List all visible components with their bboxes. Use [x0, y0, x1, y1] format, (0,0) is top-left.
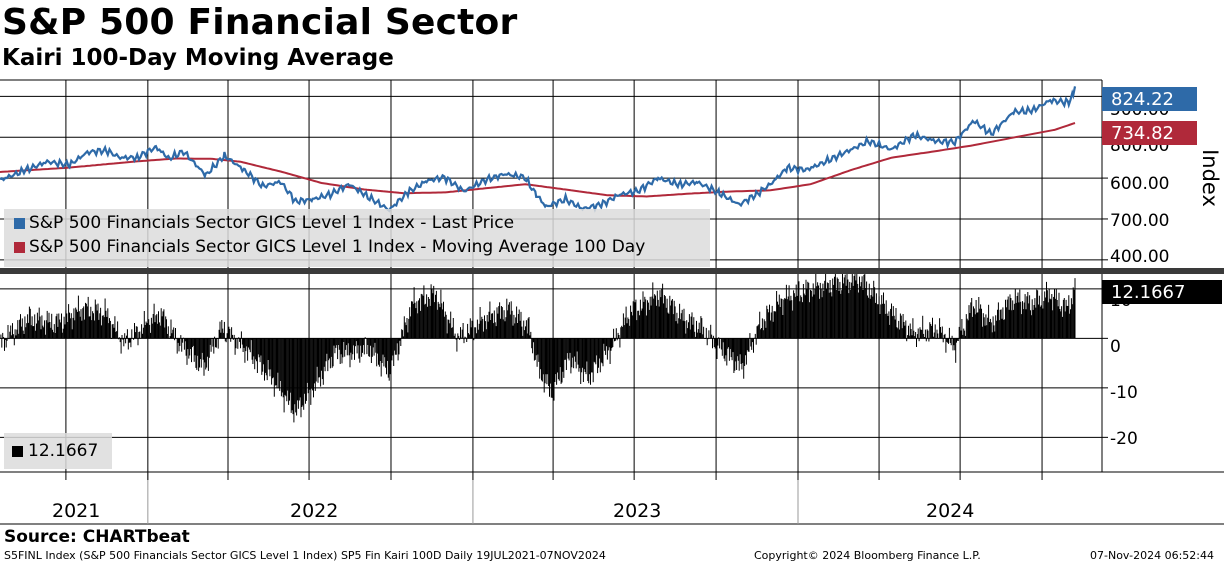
price-tick-label: 700.00 — [1110, 211, 1170, 231]
kairi-tick-label: -10 — [1110, 383, 1138, 403]
kairi-tick-label: -20 — [1110, 429, 1138, 449]
page-title: S&P 500 Financial Sector — [2, 2, 518, 43]
legend-swatch-kairi — [12, 445, 23, 457]
year-label: 2021 — [52, 500, 101, 522]
price-line-layer — [0, 86, 1077, 213]
year-label: 2022 — [290, 500, 339, 522]
legend-item-price: S&P 500 Financials Sector GICS Level 1 I… — [14, 213, 514, 233]
year-label: 2023 — [613, 500, 662, 522]
legend-item-ma: S&P 500 Financials Sector GICS Level 1 I… — [14, 237, 645, 257]
grid-layer — [0, 80, 1108, 472]
legend-label-ma: S&P 500 Financials Sector GICS Level 1 I… — [29, 237, 646, 257]
price-tick-label: 600.00 — [1110, 174, 1170, 194]
page-subtitle: Kairi 100-Day Moving Average — [2, 45, 394, 71]
legend-label-price: S&P 500 Financials Sector GICS Level 1 I… — [29, 213, 515, 233]
kairi-value-tag: 12.1667 — [1102, 280, 1222, 304]
price-value-tag: 824.22 — [1102, 87, 1197, 111]
kairi-legend: 12.1667 — [4, 433, 112, 469]
ma-value-tag: 734.82 — [1102, 121, 1197, 145]
legend-label-kairi: 12.1667 — [28, 441, 99, 461]
footer-copyright: Copyright© 2024 Bloomberg Finance L.P. — [754, 549, 981, 562]
price-line — [0, 86, 1077, 213]
kairi-bars — [0, 270, 1076, 423]
source-note: Source: CHARTbeat — [4, 527, 190, 547]
price-legend: S&P 500 Financials Sector GICS Level 1 I… — [4, 209, 710, 267]
kairi-tick-label: 0 — [1110, 337, 1121, 357]
ma-line-layer — [0, 122, 1076, 198]
frame-layer — [0, 79, 1224, 525]
price-tick-label: 400.00 — [1110, 247, 1170, 267]
year-label: 2024 — [926, 500, 975, 522]
legend-swatch-ma — [14, 241, 25, 253]
index-axis-label: Index — [1198, 149, 1222, 207]
footer-description: S5FINL Index (S&P 500 Financials Sector … — [4, 549, 606, 562]
ma-100-day-line — [0, 122, 1076, 198]
legend-swatch-price — [14, 217, 25, 229]
footer-timestamp: 07-Nov-2024 06:52:44 — [1090, 549, 1215, 562]
panel-separator — [0, 268, 1224, 274]
